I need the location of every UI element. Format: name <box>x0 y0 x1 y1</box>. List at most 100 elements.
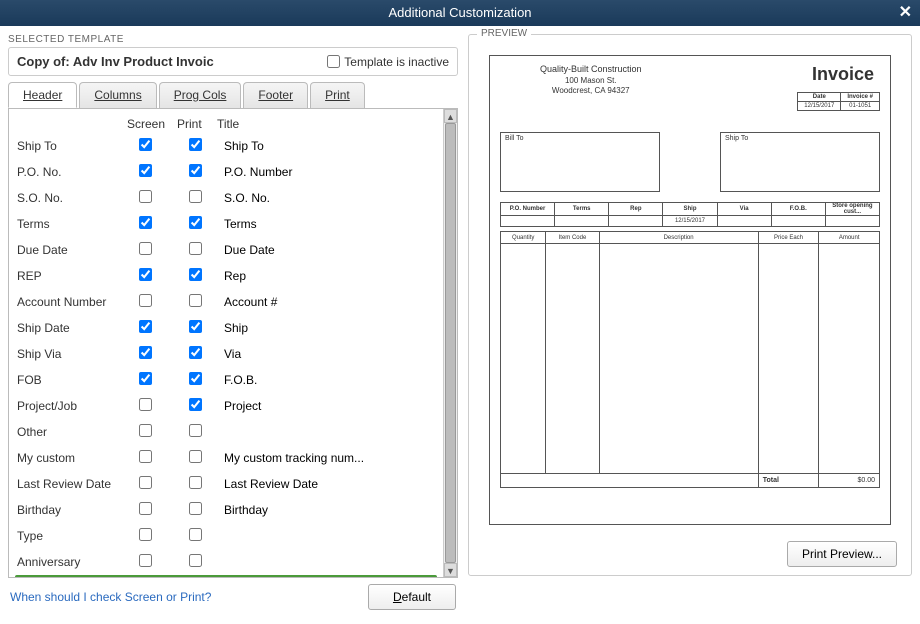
scrollbar[interactable]: ▲ ▼ <box>443 109 457 577</box>
screen-checkbox[interactable] <box>139 372 152 385</box>
print-checkbox[interactable] <box>189 398 202 411</box>
title-input[interactable] <box>217 291 377 313</box>
close-icon[interactable]: ✕ <box>899 0 912 26</box>
field-row: Ship Date <box>13 315 439 341</box>
screen-checkbox[interactable] <box>139 398 152 411</box>
field-row: My custom <box>13 445 439 471</box>
tab-header[interactable]: Header <box>8 82 77 108</box>
screen-checkbox[interactable] <box>139 554 152 567</box>
invoice-preview: Quality-Built Construction 100 Mason St.… <box>489 55 891 525</box>
screen-checkbox[interactable] <box>139 502 152 515</box>
field-row: Terms <box>13 211 439 237</box>
screen-checkbox[interactable] <box>139 476 152 489</box>
print-checkbox[interactable] <box>189 450 202 463</box>
field-row: P.O. No. <box>13 159 439 185</box>
field-label: Last Review Date <box>17 477 127 491</box>
field-label: Terms <box>17 217 127 231</box>
preview-label: PREVIEW <box>477 28 531 39</box>
billto-box: Bill To <box>500 132 660 192</box>
field-label: Account Number <box>17 295 127 309</box>
template-inactive-checkbox[interactable] <box>327 55 340 68</box>
title-input[interactable] <box>217 161 377 183</box>
field-row: Store opening <box>15 575 437 577</box>
selected-template-label: SELECTED TEMPLATE <box>8 34 458 45</box>
screen-checkbox[interactable] <box>139 190 152 203</box>
title-input[interactable] <box>217 447 377 469</box>
screen-checkbox[interactable] <box>139 294 152 307</box>
print-checkbox[interactable] <box>189 294 202 307</box>
title-input[interactable] <box>217 473 377 495</box>
screen-checkbox[interactable] <box>139 216 152 229</box>
print-checkbox[interactable] <box>189 346 202 359</box>
col-header-print: Print <box>177 117 217 131</box>
screen-checkbox[interactable] <box>139 320 152 333</box>
scrollbar-thumb[interactable] <box>445 123 456 563</box>
tab-prog-cols[interactable]: Prog Cols <box>159 82 242 108</box>
fields-panel: Screen Print Title Ship ToP.O. No.S.O. N… <box>8 108 458 578</box>
screen-checkbox[interactable] <box>139 424 152 437</box>
screen-checkbox[interactable] <box>139 346 152 359</box>
print-checkbox[interactable] <box>189 190 202 203</box>
field-row: FOB <box>13 367 439 393</box>
print-checkbox[interactable] <box>189 554 202 567</box>
field-row: Last Review Date <box>13 471 439 497</box>
tab-columns[interactable]: Columns <box>79 82 156 108</box>
print-checkbox[interactable] <box>189 216 202 229</box>
title-input[interactable] <box>217 265 377 287</box>
print-checkbox[interactable] <box>189 502 202 515</box>
print-checkbox[interactable] <box>189 372 202 385</box>
field-row: Birthday <box>13 497 439 523</box>
preview-panel: PREVIEW Quality-Built Construction 100 M… <box>468 34 912 576</box>
shipto-box: Ship To <box>720 132 880 192</box>
screen-checkbox[interactable] <box>139 242 152 255</box>
field-label: S.O. No. <box>17 191 127 205</box>
print-checkbox[interactable] <box>189 320 202 333</box>
items-table: QuantityItem CodeDescriptionPrice EachAm… <box>500 231 880 488</box>
template-box: Copy of: Adv Inv Product Invoic Template… <box>8 47 458 76</box>
scroll-down-icon[interactable]: ▼ <box>444 563 457 577</box>
screen-checkbox[interactable] <box>139 164 152 177</box>
title-input[interactable] <box>217 343 377 365</box>
print-checkbox[interactable] <box>189 268 202 281</box>
default-button[interactable]: Default <box>368 584 456 610</box>
title-input[interactable] <box>217 369 377 391</box>
field-row: S.O. No. <box>13 185 439 211</box>
field-label: Ship Via <box>17 347 127 361</box>
field-row: Ship To <box>13 133 439 159</box>
field-row: Ship Via <box>13 341 439 367</box>
field-label: Ship To <box>17 139 127 153</box>
screen-checkbox[interactable] <box>139 138 152 151</box>
tab-footer[interactable]: Footer <box>243 82 308 108</box>
screen-checkbox[interactable] <box>139 450 152 463</box>
print-preview-button[interactable]: Print Preview... <box>787 541 897 567</box>
print-checkbox[interactable] <box>189 476 202 489</box>
print-checkbox[interactable] <box>189 424 202 437</box>
field-row: Due Date <box>13 237 439 263</box>
field-row: REP <box>13 263 439 289</box>
title-input[interactable] <box>217 239 377 261</box>
screen-checkbox[interactable] <box>139 268 152 281</box>
company-block: Quality-Built Construction 100 Mason St.… <box>540 64 642 96</box>
title-input[interactable] <box>217 187 377 209</box>
meta-table: P.O. NumberTermsRepShipViaF.O.B.Store op… <box>500 202 880 227</box>
field-row: Type <box>13 523 439 549</box>
tab-print[interactable]: Print <box>310 82 365 108</box>
print-checkbox[interactable] <box>189 528 202 541</box>
field-row: Account Number <box>13 289 439 315</box>
title-input[interactable] <box>217 135 377 157</box>
title-input[interactable] <box>217 395 377 417</box>
field-label: Ship Date <box>17 321 127 335</box>
field-row: Project/Job <box>13 393 439 419</box>
scroll-up-icon[interactable]: ▲ <box>444 109 457 123</box>
window-title: Additional Customization <box>388 5 531 20</box>
title-input[interactable] <box>217 317 377 339</box>
print-checkbox[interactable] <box>189 138 202 151</box>
title-input[interactable] <box>217 499 377 521</box>
window-titlebar: Additional Customization ✕ <box>0 0 920 26</box>
title-input[interactable] <box>217 213 377 235</box>
print-checkbox[interactable] <box>189 242 202 255</box>
help-link[interactable]: When should I check Screen or Print? <box>10 590 211 604</box>
print-checkbox[interactable] <box>189 164 202 177</box>
screen-checkbox[interactable] <box>139 528 152 541</box>
template-inactive-toggle[interactable]: Template is inactive <box>327 55 449 69</box>
